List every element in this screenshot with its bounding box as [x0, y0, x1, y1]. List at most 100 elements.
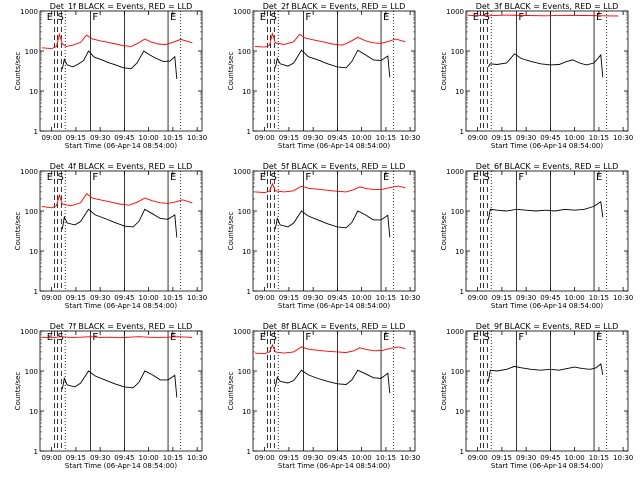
- x-tick-label: 10:15: [163, 454, 183, 462]
- x-tick-label: 10:00: [139, 294, 159, 302]
- x-tick-label: 10:00: [565, 294, 585, 302]
- x-axis-label: Start Time (06-Apr-14 08:54:00): [65, 142, 177, 150]
- y-axis-label: Counts/sec: [227, 212, 235, 251]
- flag-label: F: [518, 332, 524, 343]
- x-tick-label: 09:30: [90, 294, 110, 302]
- flag-label: F: [305, 172, 311, 183]
- flag-label: E: [260, 332, 266, 343]
- chart-title: Det_9f BLACK = Events, RED = LLD: [476, 322, 619, 331]
- x-tick-label: 10:15: [163, 134, 183, 142]
- flag-label: E: [260, 172, 266, 183]
- series-events-line: [274, 210, 391, 238]
- y-tick-label: 1000: [233, 168, 251, 176]
- y-tick-label: 10: [242, 88, 251, 96]
- x-tick-label: 09:00: [468, 134, 488, 142]
- y-tick-label: 10: [455, 88, 464, 96]
- y-tick-label: 1: [34, 288, 38, 296]
- series-lld-line: [467, 14, 619, 17]
- x-tick-label: 09:30: [303, 294, 323, 302]
- x-tick-label: 10:30: [613, 454, 633, 462]
- x-tick-label: 09:15: [492, 454, 512, 462]
- flag-label: F: [92, 172, 98, 183]
- y-tick-label: 10: [29, 88, 38, 96]
- x-tick-label: 10:00: [565, 134, 585, 142]
- y-tick-label: 10: [242, 248, 251, 256]
- series-events-line: [274, 49, 391, 78]
- y-tick-label: 100: [25, 208, 38, 216]
- x-tick-label: 09:30: [516, 294, 536, 302]
- series-events-line: [487, 201, 604, 220]
- x-tick-label: 09:15: [279, 294, 299, 302]
- panel-3: Det_3f BLACK = Events, RED = LLD 1 10 100 10…: [440, 2, 633, 150]
- y-tick-label: 100: [451, 368, 464, 376]
- panel-4: Det_4f BLACK = Events, RED = LLD 1 10 100 10…: [14, 162, 207, 310]
- x-tick-label: 10:15: [376, 294, 396, 302]
- x-tick-label: 10:30: [400, 134, 420, 142]
- series-lld-line: [41, 193, 193, 209]
- series-events-line: [487, 363, 604, 382]
- flag-label: S: [483, 12, 489, 23]
- x-axis-label: Start Time (06-Apr-14 08:54:00): [491, 302, 603, 310]
- y-tick-label: 10: [455, 408, 464, 416]
- x-tick-label: 09:00: [42, 134, 62, 142]
- x-tick-label: 09:45: [540, 454, 560, 462]
- series-events-line: [487, 53, 604, 78]
- flag-label: S: [270, 332, 276, 343]
- x-tick-label: 09:00: [255, 134, 275, 142]
- series-lld-line: [254, 343, 406, 355]
- x-axis-label: Start Time (06-Apr-14 08:54:00): [491, 142, 603, 150]
- plot-frame: [39, 10, 203, 132]
- x-tick-label: 10:15: [376, 134, 396, 142]
- x-tick-label: 09:45: [327, 294, 347, 302]
- x-tick-label: 10:00: [352, 294, 372, 302]
- y-tick-label: 10: [455, 248, 464, 256]
- flag-label: S: [57, 172, 63, 183]
- series-events-line: [61, 370, 178, 398]
- x-tick-label: 09:30: [90, 134, 110, 142]
- y-tick-label: 100: [25, 48, 38, 56]
- y-tick-label: 100: [451, 48, 464, 56]
- x-tick-label: 09:30: [303, 134, 323, 142]
- x-tick-label: 10:15: [376, 454, 396, 462]
- x-axis-label: Start Time (06-Apr-14 08:54:00): [491, 462, 603, 470]
- flag-label: E: [473, 172, 479, 183]
- chart-title: Det_6f BLACK = Events, RED = LLD: [476, 162, 619, 171]
- plot-frame: [465, 10, 629, 132]
- x-tick-label: 10:30: [613, 134, 633, 142]
- plot-frame: [39, 170, 203, 292]
- y-tick-label: 1000: [20, 8, 38, 16]
- y-tick-label: 1000: [446, 168, 464, 176]
- x-tick-label: 09:30: [516, 134, 536, 142]
- series-lld-line: [41, 32, 193, 50]
- x-tick-label: 09:15: [66, 294, 86, 302]
- y-tick-label: 1000: [20, 328, 38, 336]
- y-tick-label: 1: [460, 448, 464, 456]
- x-tick-label: 09:15: [492, 134, 512, 142]
- plot-frame: [252, 170, 416, 292]
- y-tick-label: 100: [238, 48, 251, 56]
- flag-label: F: [92, 12, 98, 23]
- flag-label: F: [305, 12, 311, 23]
- x-tick-label: 09:00: [255, 454, 275, 462]
- x-tick-label: 10:30: [613, 294, 633, 302]
- flag-label: S: [57, 332, 63, 343]
- x-tick-label: 10:00: [139, 134, 159, 142]
- x-tick-label: 09:00: [42, 454, 62, 462]
- x-tick-label: 09:45: [540, 134, 560, 142]
- chart-title: Det_5f BLACK = Events, RED = LLD: [263, 162, 406, 171]
- x-tick-label: 10:30: [400, 454, 420, 462]
- plot-frame: [465, 330, 629, 452]
- y-tick-label: 100: [25, 368, 38, 376]
- x-tick-label: 10:30: [400, 294, 420, 302]
- y-tick-label: 100: [238, 368, 251, 376]
- y-tick-label: 1: [247, 448, 251, 456]
- y-tick-label: 1000: [20, 168, 38, 176]
- y-tick-label: 100: [451, 208, 464, 216]
- x-tick-label: 10:15: [589, 454, 609, 462]
- plot-frame: [252, 330, 416, 452]
- y-axis-label: Counts/sec: [440, 372, 448, 411]
- x-tick-label: 10:00: [139, 454, 159, 462]
- x-tick-label: 09:15: [492, 294, 512, 302]
- flag-label: E: [383, 12, 389, 23]
